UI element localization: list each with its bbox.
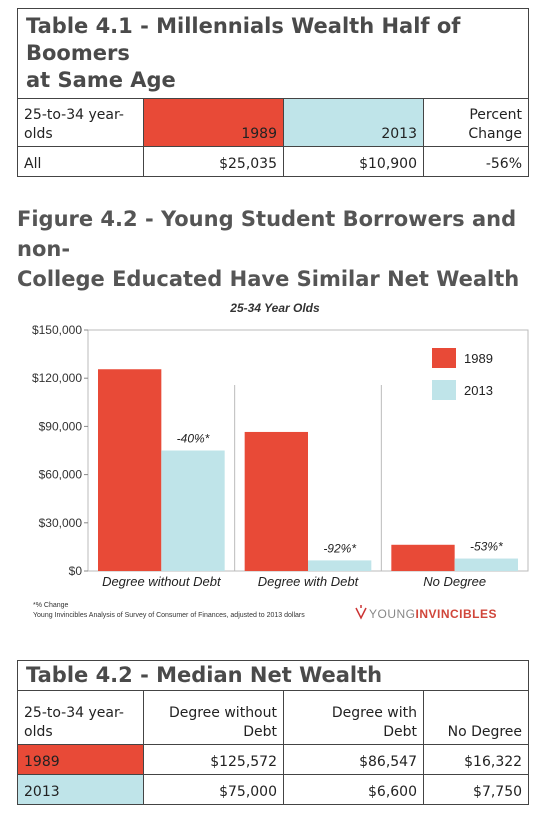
- figure-title: Figure 4.2 - Young Student Borrowers and…: [17, 204, 558, 294]
- x-tick-label: Degree with Debt: [258, 574, 360, 589]
- bar: [161, 450, 225, 571]
- header-cell: Degree without Debt: [143, 690, 284, 745]
- change-label: -92%*: [323, 541, 356, 555]
- y-tick-label: $30,000: [39, 516, 83, 530]
- x-tick-label: No Degree: [423, 574, 486, 589]
- table-title: Table 4.2 - Median Net Wealth: [16, 660, 530, 691]
- logo-part: YOUNG: [369, 607, 416, 621]
- footnote: *% Change: [33, 602, 69, 609]
- title-line: Figure 4.2 - Young Student Borrowers and…: [17, 207, 517, 261]
- cell: $86,547: [283, 744, 424, 775]
- title-line: Table 4.1 - Millennials Wealth Half of B…: [26, 14, 461, 65]
- legend-label: 1989: [464, 351, 493, 366]
- y-tick-label: $120,000: [32, 371, 82, 385]
- cell: -56%: [423, 146, 529, 177]
- row-label: 1989: [17, 744, 144, 775]
- cell: $125,572: [143, 744, 284, 775]
- table-4-2: Table 4.2 - Median Net Wealth 25-to-34 y…: [16, 660, 530, 805]
- bar: [454, 558, 518, 571]
- title-line: College Educated Have Similar Net Wealth: [17, 267, 520, 291]
- bar: [98, 369, 162, 571]
- y-tick-label: $150,000: [32, 323, 82, 337]
- cell: $16,322: [422, 744, 530, 775]
- cell: All: [17, 146, 144, 177]
- y-tick-label: $0: [69, 564, 83, 578]
- legend-label: 2013: [464, 383, 493, 398]
- logo: YOUNGINVINCIBLES: [369, 607, 497, 621]
- change-label: -40%*: [177, 432, 210, 446]
- chart: 25-34 Year Olds *% Change Young Invincib…: [32, 301, 529, 621]
- cell: $25,035: [143, 146, 284, 177]
- header-cell: No Degree: [422, 690, 530, 745]
- cell: $6,600: [283, 774, 424, 805]
- header-cell: 25-to-34 year-olds: [17, 98, 144, 147]
- x-tick-label: Degree without Debt: [102, 574, 222, 589]
- y-tick-label: $60,000: [39, 468, 83, 482]
- cell: $7,750: [422, 774, 530, 805]
- y-tick-label: $90,000: [39, 419, 83, 433]
- cell: $10,900: [283, 146, 424, 177]
- logo-part: INVINCIBLES: [416, 607, 498, 621]
- table-title: Table 4.1 - Millennials Wealth Half of B…: [17, 8, 529, 99]
- change-label: -53%*: [470, 540, 503, 554]
- title-line: at Same Age: [26, 68, 176, 92]
- header-cell: 1989: [143, 98, 284, 147]
- bar: [244, 431, 308, 571]
- legend-swatch: [432, 380, 456, 400]
- bar: [308, 560, 372, 571]
- header-cell: 2013: [283, 98, 424, 147]
- chart-title: 25-34 Year Olds: [229, 301, 320, 315]
- legend-swatch: [432, 348, 456, 368]
- header-cell: Degree with Debt: [283, 690, 424, 745]
- row-label: 2013: [17, 774, 144, 805]
- header-cell: 25-to-34 year-olds: [17, 690, 144, 745]
- cell: $75,000: [143, 774, 284, 805]
- header-cell: Percent Change: [423, 98, 529, 147]
- logo-icon: [355, 605, 367, 620]
- bar: [391, 544, 455, 571]
- source: Young Invincibles Analysis of Survey of …: [33, 612, 305, 619]
- table-4-1: Table 4.1 - Millennials Wealth Half of B…: [17, 8, 529, 177]
